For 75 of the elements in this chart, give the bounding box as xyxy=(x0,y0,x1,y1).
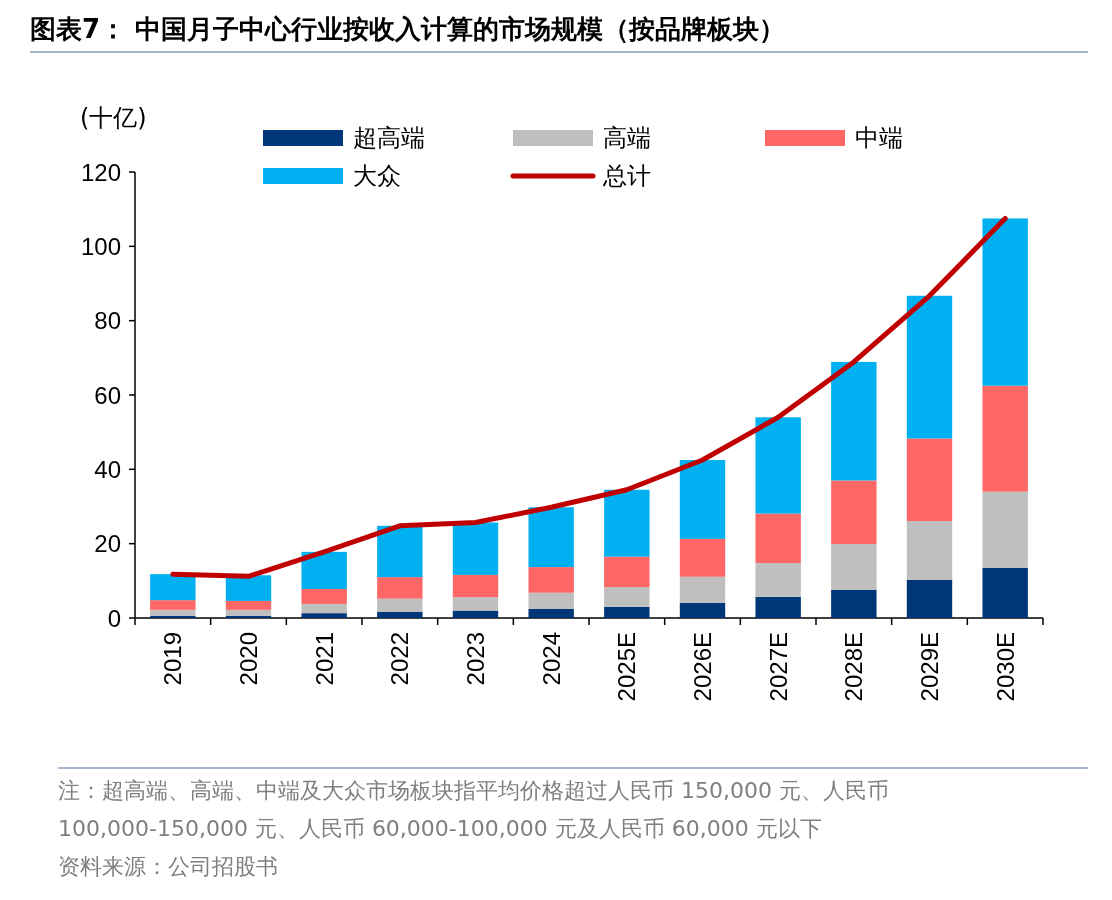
bar xyxy=(301,551,347,590)
bar xyxy=(755,417,801,514)
bar xyxy=(679,602,726,618)
bar xyxy=(831,544,877,590)
y-tick-label: 40 xyxy=(94,455,121,483)
legend-label: 大众 xyxy=(353,162,401,190)
x-tick-label: 2025E xyxy=(613,632,641,702)
legend-label: 超高端 xyxy=(353,124,425,152)
x-tick-label: 2019 xyxy=(159,632,187,686)
bar xyxy=(452,610,499,618)
bar xyxy=(452,597,499,611)
text: 资料来源：公司招股书 xyxy=(58,854,278,879)
bar xyxy=(301,603,347,614)
bar xyxy=(982,491,1028,568)
bar xyxy=(225,609,272,616)
y-axis-title: (十亿) xyxy=(80,104,147,132)
bar xyxy=(528,507,574,568)
bar xyxy=(528,592,574,609)
bar xyxy=(377,598,423,612)
bar xyxy=(225,600,272,610)
x-tick-label: 2028E xyxy=(840,632,868,702)
x-tick-label: 2024 xyxy=(537,632,565,686)
bar xyxy=(301,589,347,604)
bar xyxy=(831,589,877,618)
bar xyxy=(679,460,726,539)
bar xyxy=(831,480,877,545)
bar xyxy=(906,521,953,580)
y-tick-label: 120 xyxy=(80,158,121,186)
text: 注：超高端、高端、中端及大众市场板块指平均价格超过人民币 150,000 元、人民币 100,000-150,000 元、人民币 60,000-100,000 元及人民币 60,000 元以下 xyxy=(58,778,889,841)
bar xyxy=(755,596,801,618)
bar xyxy=(906,579,953,618)
bar xyxy=(225,575,272,601)
bar xyxy=(604,606,650,618)
bar xyxy=(604,489,650,557)
bar xyxy=(377,611,423,618)
x-tick-label: 2026E xyxy=(689,632,716,702)
bar xyxy=(604,587,650,607)
bar xyxy=(377,525,423,578)
y-tick-label: 80 xyxy=(94,307,121,335)
bar xyxy=(604,556,650,588)
legend-label: 总计 xyxy=(602,162,651,190)
legend-label: 高端 xyxy=(603,124,651,152)
bar xyxy=(452,522,499,575)
bar xyxy=(150,600,196,610)
y-tick-label: 60 xyxy=(94,381,121,409)
bar xyxy=(528,567,574,593)
bar xyxy=(452,574,499,598)
bar xyxy=(679,576,726,603)
x-tick-label: 2022 xyxy=(386,632,414,686)
bar xyxy=(679,538,726,577)
x-tick-label: 2029E xyxy=(916,632,943,702)
bar xyxy=(906,295,953,439)
x-tick-label: 2023 xyxy=(462,632,489,686)
x-tick-label: 2020 xyxy=(235,632,262,686)
bar xyxy=(831,361,877,481)
bar xyxy=(755,562,801,597)
bar xyxy=(982,218,1028,386)
bar xyxy=(982,385,1028,492)
x-tick-label: 2027E xyxy=(764,632,792,702)
y-tick-label: 100 xyxy=(80,232,121,260)
bar xyxy=(982,567,1028,618)
y-tick-label: 0 xyxy=(107,604,121,632)
bar xyxy=(377,577,423,599)
bar xyxy=(528,608,574,618)
chart-title: 图表7： 中国月子中心行业按收入计算的市场规模（按品牌板块） xyxy=(30,14,786,44)
bar xyxy=(150,609,196,616)
legend-label: 中端 xyxy=(855,124,903,152)
bar xyxy=(150,615,196,618)
bar xyxy=(301,613,347,618)
bar xyxy=(906,438,953,521)
x-tick-label: 2030E xyxy=(991,632,1019,702)
bar xyxy=(755,513,801,563)
y-tick-label: 20 xyxy=(94,530,121,558)
bar xyxy=(150,574,196,601)
x-tick-label: 2021 xyxy=(310,632,338,686)
